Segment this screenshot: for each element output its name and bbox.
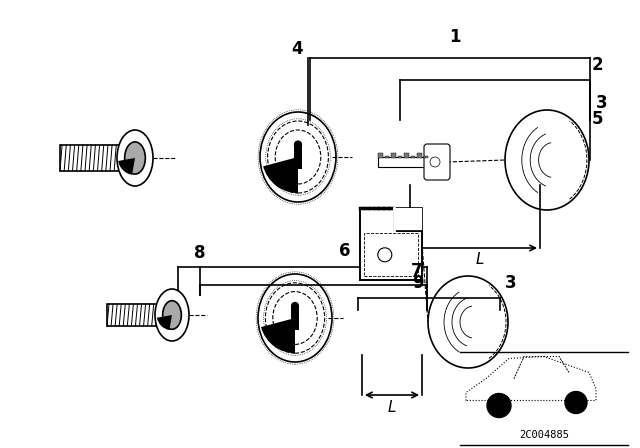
Text: 7: 7 [412, 262, 423, 280]
Ellipse shape [117, 130, 153, 186]
Ellipse shape [258, 274, 332, 362]
Wedge shape [157, 315, 172, 330]
Text: 2C004885: 2C004885 [519, 430, 569, 440]
Ellipse shape [125, 142, 145, 174]
Text: 2: 2 [592, 56, 604, 74]
Text: 9: 9 [412, 274, 424, 292]
Bar [360, 208, 422, 280]
Ellipse shape [163, 301, 181, 329]
Circle shape [378, 248, 392, 262]
Ellipse shape [428, 276, 508, 368]
Circle shape [291, 302, 299, 310]
Bar [410, 156, 415, 158]
Bar [60, 145, 135, 171]
Text: 1: 1 [449, 28, 461, 46]
Text: 5: 5 [592, 110, 604, 128]
Bar [378, 157, 430, 167]
Ellipse shape [505, 110, 589, 210]
FancyBboxPatch shape [424, 144, 450, 180]
Bar [378, 153, 383, 158]
Text: 3: 3 [505, 274, 516, 292]
Text: L: L [476, 252, 484, 267]
Wedge shape [261, 318, 295, 353]
Circle shape [565, 392, 587, 414]
Bar [404, 153, 408, 158]
Wedge shape [118, 158, 135, 175]
Bar [394, 208, 422, 231]
Ellipse shape [155, 289, 189, 341]
Bar [424, 156, 428, 158]
Bar [417, 153, 422, 158]
Bar [294, 145, 302, 169]
Bar [107, 304, 172, 326]
Bar [397, 156, 402, 158]
Text: L: L [388, 400, 396, 415]
Text: 8: 8 [195, 244, 205, 262]
Text: 3: 3 [596, 94, 607, 112]
Bar [364, 233, 418, 276]
Bar [291, 306, 299, 330]
Bar [385, 156, 389, 158]
Circle shape [294, 140, 302, 149]
Wedge shape [263, 157, 298, 193]
Ellipse shape [260, 112, 336, 202]
Circle shape [430, 157, 440, 167]
Text: 6: 6 [339, 242, 351, 260]
Text: 4: 4 [291, 40, 303, 58]
Circle shape [487, 393, 511, 418]
Bar [391, 153, 396, 158]
